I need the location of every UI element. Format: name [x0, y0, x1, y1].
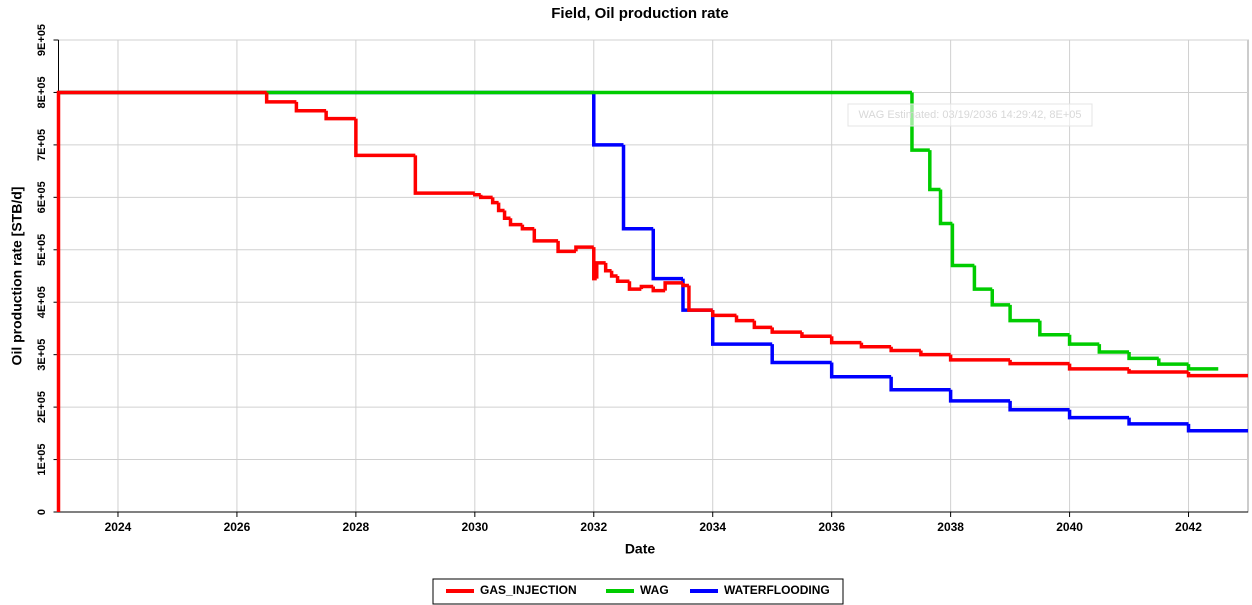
legend-label: GAS_INJECTION — [480, 583, 577, 597]
step-segment — [615, 276, 630, 283]
x-tick-label: 2040 — [1056, 520, 1083, 534]
y-tick-label: 8E+05 — [36, 76, 48, 108]
y-tick-label: 1E+05 — [36, 443, 48, 475]
step-segment — [770, 344, 832, 365]
step-segment — [556, 240, 576, 254]
y-tick-label: 4E+05 — [36, 286, 48, 318]
step-segment — [520, 224, 535, 231]
chart-title: Field, Oil production rate — [551, 5, 729, 22]
step-segment — [592, 92, 624, 147]
x-tick-label: 2032 — [580, 520, 607, 534]
x-tick-label: 2036 — [818, 520, 845, 534]
step-segment — [609, 270, 618, 278]
x-tick-label: 2042 — [1175, 520, 1202, 534]
step-segment — [889, 346, 921, 353]
step-segment — [663, 281, 683, 291]
step-segment — [1067, 409, 1130, 420]
step-segment — [1127, 352, 1159, 361]
step-segment — [413, 155, 475, 195]
step-segment — [752, 320, 773, 330]
step-segment — [938, 189, 953, 226]
tooltip-text: WAG Estimated: 03/19/2036 14:29:42, 8E+0… — [858, 109, 1081, 121]
step-segment — [829, 362, 892, 379]
step-segment — [264, 92, 297, 104]
step-segment — [800, 332, 832, 339]
step-segment — [1067, 363, 1130, 371]
y-tick-label: 6E+05 — [36, 181, 48, 213]
step-segment — [710, 310, 773, 346]
step-segment — [687, 285, 713, 312]
step-segment — [594, 261, 606, 279]
y-tick-label: 7E+05 — [36, 129, 48, 161]
step-segment — [479, 194, 493, 200]
step-segment — [502, 210, 511, 221]
step-segment — [639, 284, 654, 290]
step-segment — [859, 342, 892, 349]
step-segment — [603, 262, 612, 273]
step-segment — [621, 144, 654, 231]
x-tick-label: 2024 — [105, 520, 132, 534]
step-segment — [889, 376, 951, 392]
step-segment — [1186, 364, 1219, 371]
x-tick-label: 2026 — [224, 520, 251, 534]
step-segment — [829, 336, 862, 345]
step-segment — [56, 90, 267, 512]
step-segment — [294, 101, 327, 113]
step-segment — [950, 223, 975, 268]
step-segment — [1127, 368, 1189, 374]
step-segment — [1186, 371, 1248, 378]
tooltip-box — [847, 103, 1093, 127]
x-tick-label: 2034 — [699, 520, 726, 534]
x-tick-label: 2028 — [343, 520, 370, 534]
step-segment — [928, 150, 941, 192]
step-segment — [972, 265, 993, 291]
y-tick-label: 9E+05 — [36, 24, 48, 56]
legend-box — [432, 578, 844, 605]
step-segment — [651, 286, 666, 293]
step-segment — [710, 310, 737, 318]
step-segment — [948, 354, 1011, 362]
step-segment — [1067, 334, 1100, 346]
step-segment — [1157, 358, 1189, 366]
step-segment — [1008, 304, 1040, 323]
step-segment — [532, 228, 559, 243]
step-segment — [1186, 423, 1248, 433]
step-segment — [354, 118, 416, 158]
step-segment — [1008, 359, 1070, 366]
step-segment — [990, 289, 1011, 307]
step-segment — [948, 389, 1011, 403]
y-axis-label: Oil production rate [STB/d] — [9, 187, 25, 366]
step-segment — [490, 197, 499, 205]
x-tick-label: 2038 — [937, 520, 964, 534]
step-segment — [496, 202, 505, 213]
legend-label: WAG — [640, 583, 669, 597]
step-segment — [324, 110, 356, 121]
step-segment — [919, 350, 951, 357]
step-segment — [627, 281, 642, 291]
x-axis-label: Date — [625, 541, 656, 557]
y-tick-label: 3E+05 — [36, 339, 48, 371]
step-segment — [1008, 400, 1070, 412]
step-segment — [1127, 417, 1189, 426]
y-tick-label: 0 — [36, 509, 48, 515]
step-segment — [1097, 344, 1130, 354]
y-tick-label: 2E+05 — [36, 391, 48, 423]
step-segment — [473, 192, 481, 197]
legend-label: WATERFLOODING — [724, 583, 830, 597]
step-segment — [734, 315, 755, 323]
step-segment — [1038, 320, 1070, 337]
step-segment — [508, 218, 523, 227]
y-tick-label: 5E+05 — [36, 234, 48, 266]
x-tick-label: 2030 — [461, 520, 488, 534]
step-segment — [681, 282, 689, 288]
step-segment — [574, 245, 594, 252]
step-segment — [651, 228, 683, 281]
step-segment — [770, 327, 802, 334]
